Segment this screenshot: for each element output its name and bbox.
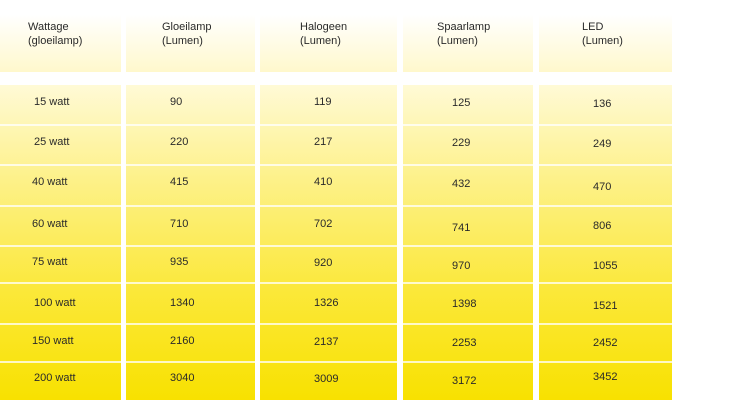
row-separator [539,124,672,126]
cell-gloeilamp-row-6: 1340 [170,297,195,309]
row-separator [126,282,255,284]
cell-led-row-7: 2452 [593,337,618,349]
row-separator [0,164,121,166]
cell-gloeilamp-row-4: 710 [170,218,189,230]
column-header-halogeen: Halogeen (Lumen) [300,21,348,47]
row-separator [0,323,121,325]
cell-halogeen-row-8: 3009 [314,373,339,385]
row-separator [403,245,533,247]
cell-spaarlamp-row-5: 970 [452,260,471,272]
cell-spaarlamp-row-7: 2253 [452,337,477,349]
row-separator [0,205,121,207]
cell-spaarlamp-row-3: 432 [452,178,471,190]
cell-led-row-5: 1055 [593,260,618,272]
row-separator [539,323,672,325]
cell-wattage-row-5: 75 watt [32,256,68,268]
cell-gloeilamp-row-1: 90 [170,96,183,108]
cell-wattage-row-3: 40 watt [32,176,68,188]
row-separator [260,282,397,284]
cell-halogeen-row-1: 119 [314,96,332,108]
cell-spaarlamp-row-4: 741 [452,222,471,234]
cell-wattage-row-4: 60 watt [32,218,68,230]
row-separator [539,205,672,207]
cell-wattage-row-2: 25 watt [34,136,70,148]
cell-halogeen-row-3: 410 [314,176,333,188]
cell-gloeilamp-row-7: 2160 [170,335,195,347]
cell-led-row-6: 1521 [593,300,618,312]
row-separator [403,205,533,207]
column-header-gloeilamp: Gloeilamp (Lumen) [162,21,212,47]
header-cell-gloeilamp: Gloeilamp (Lumen) [126,0,255,72]
column-header-led: LED (Lumen) [582,21,623,47]
cell-led-row-1: 136 [593,98,612,110]
header-cell-led: LED (Lumen) [539,0,672,72]
cell-wattage-row-8: 200 watt [34,372,76,384]
row-separator [260,323,397,325]
row-separator [539,245,672,247]
cell-gloeilamp-row-3: 415 [170,176,189,188]
row-separator [126,245,255,247]
row-separator [260,361,397,363]
cell-led-row-2: 249 [593,138,612,150]
cell-halogeen-row-5: 920 [314,257,333,269]
header-cell-halogeen: Halogeen (Lumen) [260,0,397,72]
row-separator [403,164,533,166]
row-separator [260,205,397,207]
row-separator [260,164,397,166]
row-separator [126,323,255,325]
cell-gloeilamp-row-8: 3040 [170,372,195,384]
column-spaarlamp: 125 229 432 741 970 1398 2253 3172 [403,85,533,400]
cell-halogeen-row-2: 217 [314,136,333,148]
header-cell-spaarlamp: Spaarlamp (Lumen) [403,0,533,72]
row-separator [403,323,533,325]
cell-spaarlamp-row-2: 229 [452,137,471,149]
row-separator [539,361,672,363]
column-header-wattage: Wattage (gloeilamp) [28,21,83,47]
cell-led-row-4: 806 [593,220,612,232]
cell-gloeilamp-row-5: 935 [170,256,189,268]
row-separator [126,164,255,166]
cell-spaarlamp-row-6: 1398 [452,298,477,310]
column-halogeen: 119 217 410 702 920 1326 2137 3009 [260,85,397,400]
column-led: 136 249 470 806 1055 1521 2452 3452 [539,85,672,400]
row-separator [0,245,121,247]
row-separator [403,282,533,284]
cell-gloeilamp-row-2: 220 [170,136,189,148]
cell-spaarlamp-row-1: 125 [452,97,471,109]
cell-halogeen-row-7: 2137 [314,336,339,348]
column-header-spaarlamp: Spaarlamp (Lumen) [437,21,491,47]
cell-led-row-3: 470 [593,181,612,193]
cell-wattage-row-7: 150 watt [32,335,74,347]
cell-halogeen-row-6: 1326 [314,297,339,309]
cell-led-row-8: 3452 [593,371,618,383]
column-gloeilamp: 90 220 415 710 935 1340 2160 3040 [126,85,255,400]
row-separator [0,124,121,126]
row-separator [539,282,672,284]
column-wattage: 15 watt 25 watt 40 watt 60 watt 75 watt 100 w… [0,85,121,400]
row-separator [260,245,397,247]
row-separator [403,124,533,126]
row-separator [126,124,255,126]
cell-wattage-row-6: 100 watt [34,297,76,309]
row-separator [126,361,255,363]
cell-wattage-row-1: 15 watt [34,96,70,108]
row-separator [0,361,121,363]
row-separator [0,282,121,284]
row-separator [403,361,533,363]
row-separator [126,205,255,207]
row-separator [260,124,397,126]
cell-halogeen-row-4: 702 [314,218,333,230]
cell-spaarlamp-row-8: 3172 [452,375,477,387]
row-separator [539,164,672,166]
header-cell-wattage: Wattage (gloeilamp) [0,0,121,72]
